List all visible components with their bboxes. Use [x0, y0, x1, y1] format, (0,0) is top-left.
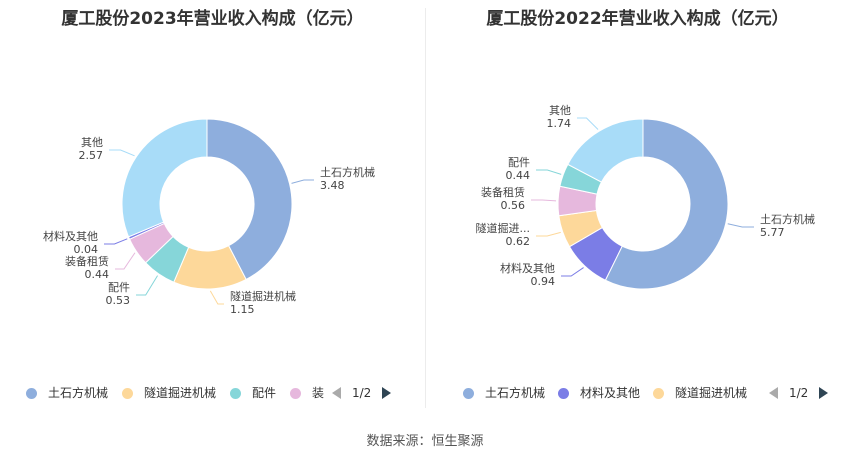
- donut-slice[interactable]: [604, 118, 729, 290]
- legend-2023: 土石方机械 隧道掘进机械 配件 装 1/2: [0, 383, 425, 403]
- slice-label-value: 3.48: [320, 179, 345, 192]
- slice-label-value: 0.94: [531, 275, 556, 288]
- donut-slice[interactable]: [121, 118, 208, 238]
- chart-panel-2022: 厦工股份2022年营业收入构成（亿元） 土石方机械 5.77 材料及其他 0.94 隧道…: [425, 0, 850, 410]
- legend-next-page-icon[interactable]: [382, 387, 391, 399]
- label-leader-line: [536, 231, 561, 237]
- legend-dot-icon: [230, 388, 241, 399]
- slice-label-value: 0.44: [506, 169, 531, 182]
- slice-label-name: 隧道掘进机械: [230, 289, 296, 303]
- slice-label-name: 土石方机械: [760, 212, 815, 226]
- slice-label-name: 材料及其他: [43, 229, 98, 243]
- slice-label-value: 5.77: [760, 226, 785, 239]
- label-leader-line: [536, 169, 562, 175]
- legend-page-indicator: 1/2: [352, 386, 372, 400]
- legend-next-page-icon[interactable]: [819, 387, 828, 399]
- label-leader-line: [109, 149, 135, 157]
- legend-prev-page-icon[interactable]: [769, 387, 778, 399]
- legend-dot-icon: [653, 388, 664, 399]
- slice-label-name: 材料及其他: [500, 261, 555, 275]
- chart-panel-2023: 厦工股份2023年营业收入构成（亿元） 土石方机械 3.48 隧道掘进机械 1.15 配…: [0, 0, 425, 410]
- slice-label-name: 配件: [108, 281, 130, 294]
- slice-label-value: 2.57: [79, 149, 104, 162]
- data-source-note: 数据来源：恒生聚源: [366, 434, 484, 449]
- slice-label-name: 土石方机械: [320, 165, 375, 179]
- label-leader-line: [291, 179, 314, 184]
- legend-dot-icon: [26, 388, 37, 399]
- donut-slice[interactable]: [567, 118, 644, 183]
- chart-title: 厦工股份2023年营业收入构成（亿元）: [61, 9, 364, 29]
- label-leader-line: [104, 238, 128, 245]
- slice-label-value: 1.15: [230, 303, 255, 316]
- slice-label-value: 1.74: [547, 117, 572, 130]
- legend-page-indicator: 1/2: [789, 386, 809, 400]
- slice-label-value: 0.53: [106, 294, 131, 307]
- legend-dot-icon: [122, 388, 133, 399]
- label-leader-line: [209, 290, 224, 305]
- slice-label-name: 其他: [81, 136, 103, 149]
- legend-dot-icon: [290, 388, 301, 399]
- label-leader-line: [115, 252, 136, 270]
- slice-label-value: 0.04: [74, 243, 99, 256]
- slice-label-name: 装备租赁: [481, 185, 525, 199]
- donut-slice[interactable]: [206, 118, 293, 281]
- label-leader-line: [727, 223, 754, 228]
- panel-divider: [425, 8, 426, 408]
- label-leader-line: [531, 199, 557, 202]
- slice-label-name: 隧道掘进...: [476, 221, 531, 235]
- slice-label-name: 其他: [549, 104, 571, 117]
- slice-label-name: 配件: [508, 156, 530, 169]
- legend-prev-page-icon[interactable]: [332, 387, 341, 399]
- label-leader-line: [136, 275, 158, 296]
- slice-label-name: 装备租赁: [65, 254, 109, 268]
- slice-label-value: 0.44: [85, 268, 110, 281]
- slice-label-value: 0.62: [506, 235, 531, 248]
- label-leader-line: [577, 117, 599, 130]
- legend-2022: 土石方机械 材料及其他 隧道掘进机械 1/2: [425, 383, 850, 403]
- label-leader-line: [561, 267, 584, 277]
- chart-title: 厦工股份2022年营业收入构成（亿元）: [486, 9, 789, 29]
- legend-dot-icon: [558, 388, 569, 399]
- legend-dot-icon: [463, 388, 474, 399]
- slice-label-value: 0.56: [501, 199, 526, 212]
